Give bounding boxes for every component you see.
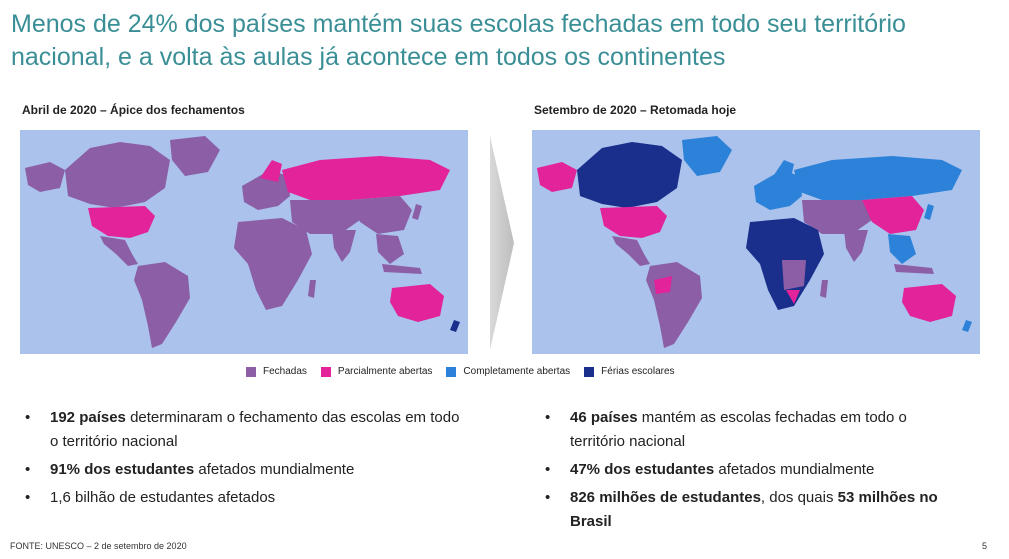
right-bullet-list: • 46 países mantém as escolas fechadas e… (540, 406, 960, 538)
bullet-bold: 47% dos estudantes (570, 461, 715, 478)
right-map-heading: Setembro de 2020 – Retomada hoje (534, 103, 737, 117)
list-item: • 192 países determinaram o fechamento d… (20, 406, 470, 454)
bullet-bold: 91% dos estudantes (50, 461, 195, 478)
bullet-bold: 826 milhões de estudantes (570, 489, 761, 506)
bullet-dot: • (545, 489, 551, 506)
world-map-april (20, 130, 468, 354)
legend-label: Parcialmente abertas (337, 366, 433, 377)
list-item: • 47% dos estudantes afetados mundialmen… (540, 458, 960, 482)
world-map-september (532, 130, 980, 354)
bullet-dot: • (25, 489, 31, 506)
legend-item-ferias-escolares: Férias escolares (584, 366, 675, 377)
legend-label: Fechadas (263, 366, 307, 377)
bullet-text: determinaram o fechamento das escolas em… (50, 409, 460, 450)
bullet-dot: • (545, 461, 551, 478)
page-number: 5 (981, 541, 987, 551)
bullet-dot: • (545, 409, 551, 426)
legend-item-completamente-abertas: Completamente abertas (446, 366, 570, 377)
bullet-bold: 192 países (50, 409, 126, 426)
legend-swatch-fechadas (246, 366, 256, 377)
bullet-text: 1,6 bilhão de estudantes afetados (50, 489, 276, 506)
list-item: • 46 países mantém as escolas fechadas e… (540, 406, 960, 454)
legend-item-fechadas: Fechadas (246, 366, 307, 377)
list-item: • 91% dos estudantes afetados mundialmen… (20, 458, 470, 482)
map-legend: Fechadas Parcialmente abertas Completame… (246, 366, 689, 377)
bullet-text: afetados mundialmente (194, 461, 355, 478)
bullet-bold: 46 países (570, 409, 638, 426)
bullet-dot: • (25, 409, 31, 426)
bullet-text: , dos quais (760, 489, 838, 506)
list-item: • 826 milhões de estudantes, dos quais 5… (540, 486, 960, 534)
bullet-bold: 53 milhões no Brasil (570, 489, 938, 530)
legend-label: Completamente abertas (463, 366, 571, 377)
arrow-divider (490, 136, 514, 350)
bullet-text: afetados mundialmente (714, 461, 875, 478)
legend-label: Férias escolares (601, 366, 675, 377)
legend-item-parcialmente-abertas: Parcialmente abertas (320, 366, 433, 377)
legend-swatch-parcialmente-abertas (320, 366, 331, 377)
left-bullet-list: • 192 países determinaram o fechamento d… (20, 406, 470, 514)
source-footer: FONTE: UNESCO – 2 de setembro de 2020 (10, 541, 187, 551)
list-item: • 1,6 bilhão de estudantes afetados (20, 486, 470, 510)
bullet-dot: • (25, 461, 31, 478)
page-title: Menos de 24% dos países mantém suas esco… (11, 10, 906, 71)
legend-swatch-ferias-escolares (584, 366, 595, 377)
bullet-text: mantém as escolas fechadas em todo o ter… (570, 409, 907, 450)
legend-swatch-completamente-abertas (446, 366, 457, 377)
left-map-heading: Abril de 2020 – Ápice dos fechamentos (22, 103, 245, 117)
